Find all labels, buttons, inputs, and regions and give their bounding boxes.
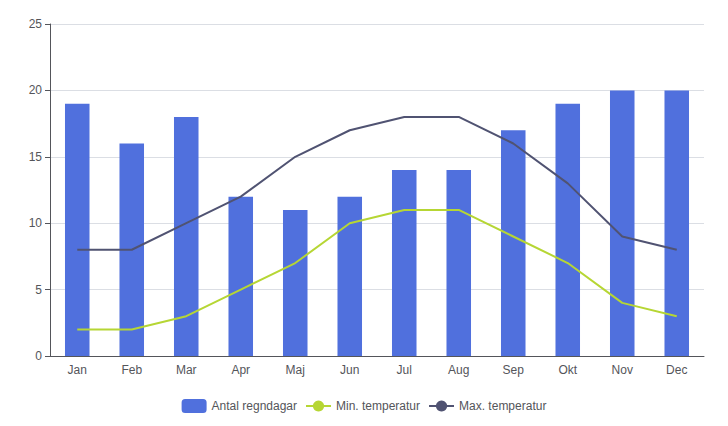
svg-text:25: 25	[29, 17, 43, 31]
svg-text:5: 5	[35, 283, 42, 297]
svg-text:Dec: Dec	[666, 363, 687, 377]
svg-text:Feb: Feb	[121, 363, 142, 377]
svg-text:Mar: Mar	[176, 363, 197, 377]
svg-text:Max. temperatur: Max. temperatur	[459, 399, 546, 413]
svg-text:Jun: Jun	[340, 363, 359, 377]
svg-text:Nov: Nov	[612, 363, 633, 377]
svg-text:Apr: Apr	[231, 363, 250, 377]
svg-text:Min. temperatur: Min. temperatur	[336, 399, 420, 413]
svg-text:Jul: Jul	[397, 363, 412, 377]
svg-text:Sep: Sep	[503, 363, 525, 377]
svg-text:Okt: Okt	[558, 363, 577, 377]
svg-text:Aug: Aug	[448, 363, 469, 377]
svg-text:Maj: Maj	[286, 363, 305, 377]
svg-text:Jan: Jan	[68, 363, 87, 377]
svg-text:0: 0	[35, 349, 42, 363]
svg-text:20: 20	[29, 83, 43, 97]
svg-text:Antal regndagar: Antal regndagar	[212, 399, 297, 413]
svg-text:10: 10	[29, 216, 43, 230]
svg-text:15: 15	[29, 150, 43, 164]
